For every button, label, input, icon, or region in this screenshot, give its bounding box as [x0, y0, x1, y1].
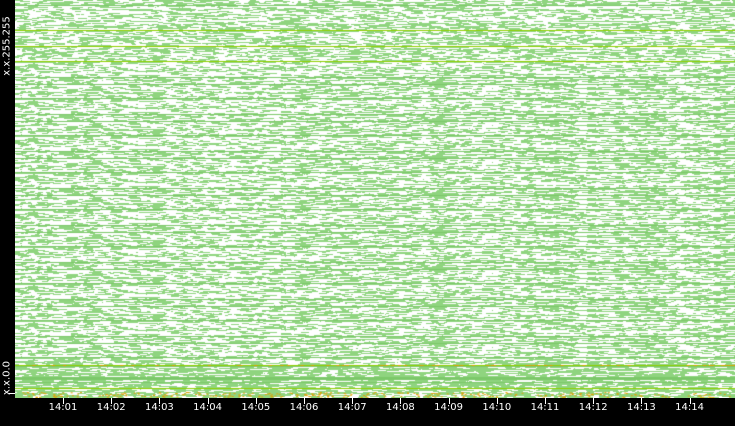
x-tick-label: 14:02 [96, 402, 126, 413]
x-tick [159, 398, 161, 404]
x-tick [304, 398, 305, 404]
x-tick [689, 398, 691, 404]
x-tick-label: 14:13 [626, 402, 656, 413]
x-tick [207, 398, 209, 404]
x-tick [641, 398, 643, 404]
x-tick-label: 14:01 [48, 402, 78, 413]
y-tick-label-top: x.x.255.255 [1, 16, 13, 76]
x-tick-label: 14:11 [530, 402, 560, 413]
x-tick-label: 14:03 [144, 402, 174, 413]
y-axis: x.x.255.255 x.x.0.0 [0, 0, 15, 398]
x-tick-label: 14:08 [385, 402, 415, 413]
x-tick-label: 14:09 [434, 402, 463, 413]
x-tick [496, 398, 498, 404]
x-tick [111, 398, 113, 404]
x-tick [593, 398, 595, 404]
x-tick-label: 14:12 [578, 402, 608, 413]
x-tick-label: 14:10 [482, 402, 512, 413]
x-tick [352, 398, 354, 404]
x-axis: 14:01 14:02 14:03 14:04 14:05 14:06 14:07 14:08… [0, 398, 735, 415]
x-tick [400, 398, 402, 404]
scatter-plot-area [15, 0, 735, 398]
x-tick-label: 14:14 [675, 402, 704, 413]
x-tick-label: 14:04 [193, 402, 222, 413]
x-tick [448, 398, 450, 404]
y-tick [9, 393, 15, 394]
x-tick-label: 14:06 [289, 402, 319, 413]
x-tick [545, 398, 546, 404]
x-tick-label: 14:07 [337, 402, 367, 413]
x-tick-label: 14:05 [241, 402, 271, 413]
x-tick [63, 398, 64, 404]
x-tick [255, 398, 257, 404]
